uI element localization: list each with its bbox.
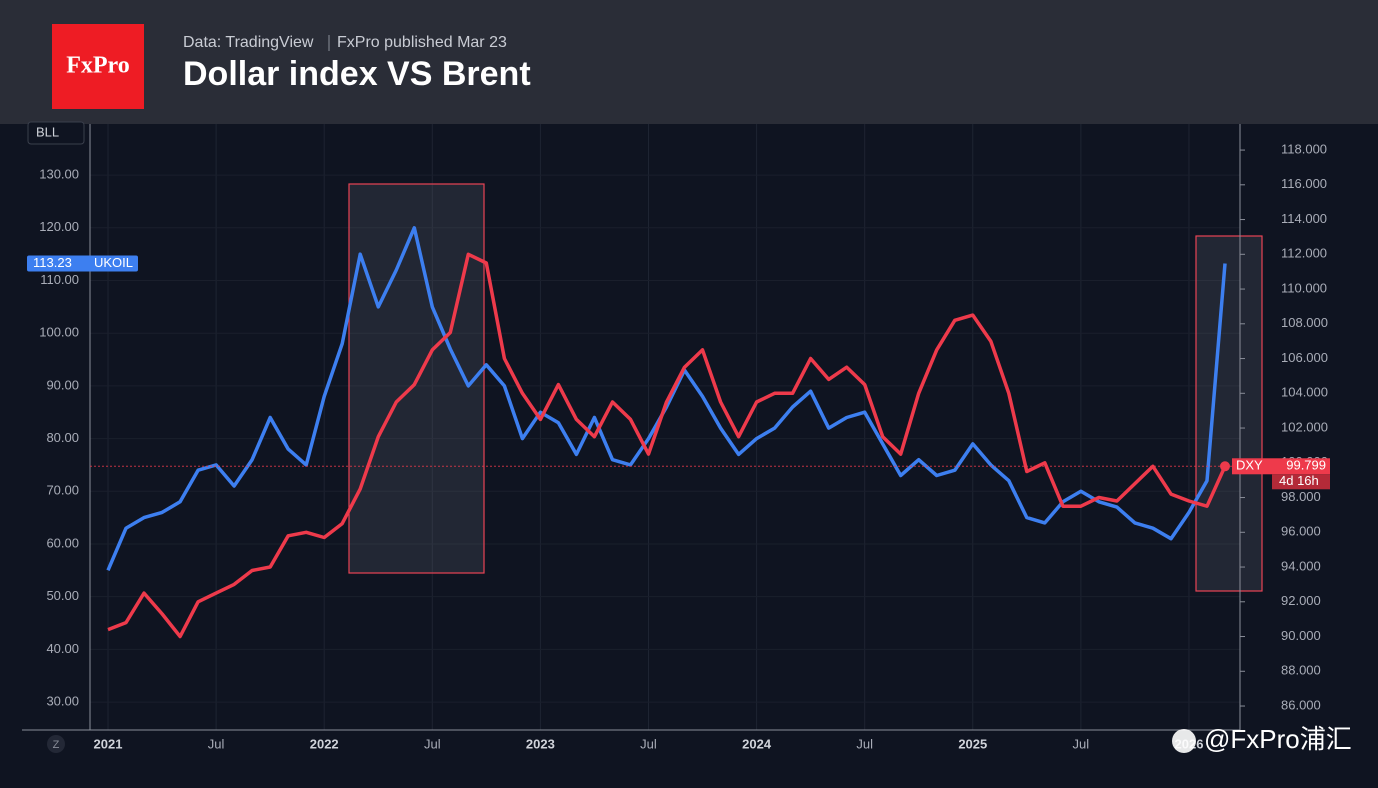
x-tick-label: Jul <box>208 736 225 751</box>
left-axis-label: BLL <box>36 124 59 139</box>
logo-box <box>52 24 144 109</box>
y-tick-label: 130.00 <box>39 167 79 182</box>
chart-title: Dollar index VS Brent <box>183 55 531 93</box>
y2-tick-label: 86.000 <box>1281 697 1321 712</box>
logo: FxPro <box>66 53 130 79</box>
y2-tick-label: 108.000 <box>1281 315 1328 330</box>
value-label: 113.23 <box>33 255 72 270</box>
y-tick-label: 40.00 <box>46 641 79 656</box>
x-tick-label: Jul <box>856 736 873 751</box>
y2-tick-label: 94.000 <box>1281 558 1321 573</box>
source: Data: TradingView <box>183 34 314 51</box>
y2-tick-label: 104.000 <box>1281 385 1328 400</box>
value-box <box>1232 458 1330 475</box>
y2-tick-label: 92.000 <box>1281 593 1321 608</box>
last-point <box>1220 461 1230 472</box>
y2-tick-label: 96.000 <box>1281 524 1321 539</box>
value-box <box>27 255 138 272</box>
series-line <box>107 252 1227 639</box>
y2-tick-label: 102.000 <box>1281 419 1328 434</box>
y-tick-label: 110.00 <box>40 272 79 287</box>
x-tick-label: Jul <box>1073 736 1090 751</box>
x-tick-label: 2022 <box>310 736 339 751</box>
y-tick-label: 70.00 <box>46 483 79 498</box>
x-tick-label: 2023 <box>526 736 555 751</box>
tz-button[interactable] <box>47 735 65 753</box>
y2-tick-label: 110.000 <box>1281 280 1327 295</box>
y-tick-label: 100.00 <box>39 325 79 340</box>
axis-label-box <box>27 121 85 145</box>
y2-tick-label: 118.000 <box>1281 141 1327 156</box>
watermark: @FxPro浦汇 <box>1204 724 1352 754</box>
series-name: DXY <box>1236 458 1263 473</box>
watermark-icon <box>1172 729 1196 753</box>
y2-tick-label: 88.000 <box>1281 663 1321 678</box>
value-label: 99.799 <box>1286 458 1326 473</box>
y2-tick-label: 114.000 <box>1281 211 1327 226</box>
y-tick-label: 50.00 <box>46 588 79 603</box>
y-tick-label: 60.00 <box>46 535 79 550</box>
x-tick-label: Jul <box>640 736 657 751</box>
x-tick-label: 2021 <box>94 736 123 751</box>
x-tick-label: Jul <box>424 736 441 751</box>
y2-tick-label: 116.000 <box>1281 176 1327 191</box>
x-tick-label: 2025 <box>958 736 987 751</box>
y2-tick-label: 112.000 <box>1281 246 1327 261</box>
y-tick-label: 80.00 <box>46 430 79 445</box>
countdown-box <box>1272 474 1330 490</box>
y-tick-label: 90.00 <box>46 377 79 392</box>
y-tick-label: 120.00 <box>39 219 79 234</box>
y2-tick-label: 98.000 <box>1281 489 1321 504</box>
published: FxPro published Mar 23 <box>337 34 507 51</box>
x-tick-label: 2024 <box>742 736 772 751</box>
header-bar <box>0 0 1378 124</box>
highlight-box <box>1195 235 1263 592</box>
series-name: UKOIL <box>94 255 133 270</box>
y-tick-label: 30.00 <box>46 694 79 709</box>
tz-button-label[interactable]: Z <box>53 739 60 751</box>
countdown: 4d 16h <box>1279 473 1319 488</box>
y2-tick-label: 106.000 <box>1281 350 1328 365</box>
y2-tick-label: 90.000 <box>1281 628 1321 643</box>
